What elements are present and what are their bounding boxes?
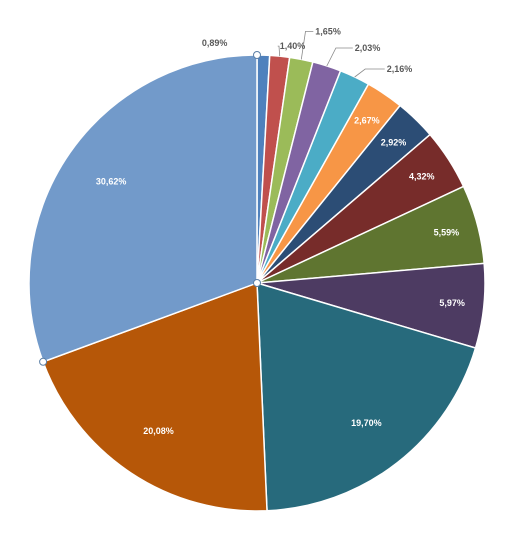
- leader-line: [326, 47, 353, 67]
- data-labels: 0,89% 1,40% 1,65% 2,03% 2,16% 2,67% 2,92% 4,32%…: [96, 26, 465, 436]
- slice-label: 2,67%: [354, 116, 380, 126]
- selection-handle[interactable]: [253, 279, 261, 287]
- slice-label: 0,89%: [202, 38, 228, 48]
- leader-line: [354, 68, 385, 78]
- pie-slice[interactable]: [42, 281, 268, 512]
- slice-label: 20,08%: [143, 426, 174, 436]
- pie-slices: [28, 54, 486, 512]
- leader-line: [277, 45, 281, 57]
- selection-handle[interactable]: [39, 357, 48, 366]
- slice-label: 5,59%: [434, 227, 460, 237]
- leader-line: [300, 30, 314, 60]
- slice-label: 5,97%: [439, 298, 465, 308]
- slice-label: 4,32%: [409, 172, 435, 182]
- selection-handles: [39, 51, 261, 366]
- slice-label: 2,03%: [355, 43, 381, 53]
- selection-handle[interactable]: [253, 51, 261, 59]
- slice-label: 2,92%: [381, 137, 407, 147]
- slice-label: 19,70%: [351, 418, 382, 428]
- slice-label: 1,65%: [315, 26, 341, 36]
- leader-lines: [277, 30, 385, 78]
- pie-slice[interactable]: [256, 281, 477, 512]
- slice-label: 2,16%: [387, 64, 413, 74]
- slice-label: 1,40%: [280, 41, 306, 51]
- slice-label: 30,62%: [96, 176, 127, 186]
- pie-slice[interactable]: [28, 54, 258, 363]
